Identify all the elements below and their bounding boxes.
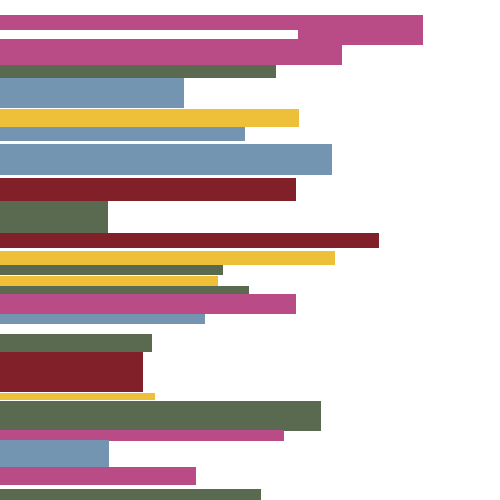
bar-22 xyxy=(0,440,109,467)
bar-2 xyxy=(0,44,342,65)
bar-14 xyxy=(0,286,249,295)
bar-12 xyxy=(0,265,223,275)
bar-5 xyxy=(0,109,299,127)
bar-13 xyxy=(0,276,218,286)
bar-6 xyxy=(0,127,245,141)
bar-23 xyxy=(0,467,196,485)
bar-4 xyxy=(0,78,184,108)
bar-19 xyxy=(0,393,155,400)
bar-17 xyxy=(0,334,152,352)
bar-8 xyxy=(0,178,296,201)
bar-24 xyxy=(0,489,261,500)
bar-18 xyxy=(0,352,143,392)
bar-10 xyxy=(0,233,379,248)
bar-1-notch xyxy=(0,30,298,39)
bar-3 xyxy=(0,65,276,78)
bar-20 xyxy=(0,401,321,431)
bar-9 xyxy=(0,201,108,233)
bar-11 xyxy=(0,251,335,265)
bar-7 xyxy=(0,144,332,175)
bar-15 xyxy=(0,294,296,314)
bar-21 xyxy=(0,430,284,441)
bar-16 xyxy=(0,314,205,324)
